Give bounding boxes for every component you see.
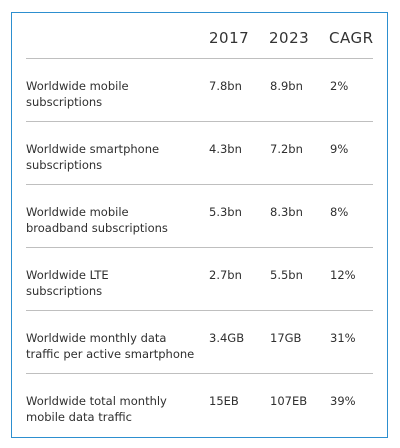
value-2023: 5.5bn (270, 268, 303, 282)
value-cagr: 2% (330, 79, 349, 93)
table-frame: 2017 2023 CAGR Worldwide mobile subscrip… (11, 12, 388, 438)
metric-label-line: Worldwide monthly data (26, 331, 167, 345)
value-cagr: 8% (330, 205, 349, 219)
metric-label: Worldwide mobile subscriptions (26, 79, 196, 110)
metric-label-line: traffic per active smartphone (26, 346, 195, 361)
metric-label-line: Worldwide LTE (26, 268, 109, 282)
metric-label-line: subscriptions (26, 157, 103, 172)
value-2017: 7.8bn (209, 79, 242, 93)
value-cagr: 31% (330, 331, 356, 345)
row-divider (26, 184, 373, 185)
metric-label-line: Worldwide smartphone (26, 142, 160, 156)
value-2023: 7.2bn (270, 142, 303, 156)
value-2023: 17GB (270, 331, 302, 345)
header-cagr: CAGR (329, 29, 374, 47)
metric-label-line: Worldwide mobile (26, 79, 129, 93)
value-2023: 107EB (270, 394, 308, 408)
row-divider (26, 121, 373, 122)
value-2017: 4.3bn (209, 142, 242, 156)
value-2017: 3.4GB (209, 331, 245, 345)
header-divider (26, 58, 373, 59)
value-cagr: 12% (330, 268, 356, 282)
metric-label: Worldwide LTE subscriptions (26, 268, 196, 299)
metric-label: Worldwide total monthly mobile data traf… (26, 394, 196, 425)
value-2017: 15EB (209, 394, 239, 408)
metric-label-line: subscriptions (26, 283, 103, 298)
value-2017: 2.7bn (209, 268, 242, 282)
header-2017: 2017 (209, 29, 250, 47)
metric-label-line: mobile data traffic (26, 409, 132, 424)
row-divider (26, 373, 373, 374)
value-cagr: 9% (330, 142, 349, 156)
metric-label-line: Worldwide mobile (26, 205, 129, 219)
row-divider (26, 310, 373, 311)
value-2023: 8.9bn (270, 79, 303, 93)
value-2023: 8.3bn (270, 205, 303, 219)
header-2023: 2023 (269, 29, 310, 47)
metric-label-line: Worldwide total monthly (26, 394, 167, 408)
value-2017: 5.3bn (209, 205, 242, 219)
metric-label: Worldwide mobile broadband subscriptions (26, 205, 196, 236)
value-cagr: 39% (330, 394, 356, 408)
metric-label: Worldwide smartphone subscriptions (26, 142, 196, 173)
metric-label-line: broadband subscriptions (26, 220, 168, 235)
metric-label: Worldwide monthly data traffic per activ… (26, 331, 196, 362)
metric-label-line: subscriptions (26, 94, 103, 109)
row-divider (26, 247, 373, 248)
